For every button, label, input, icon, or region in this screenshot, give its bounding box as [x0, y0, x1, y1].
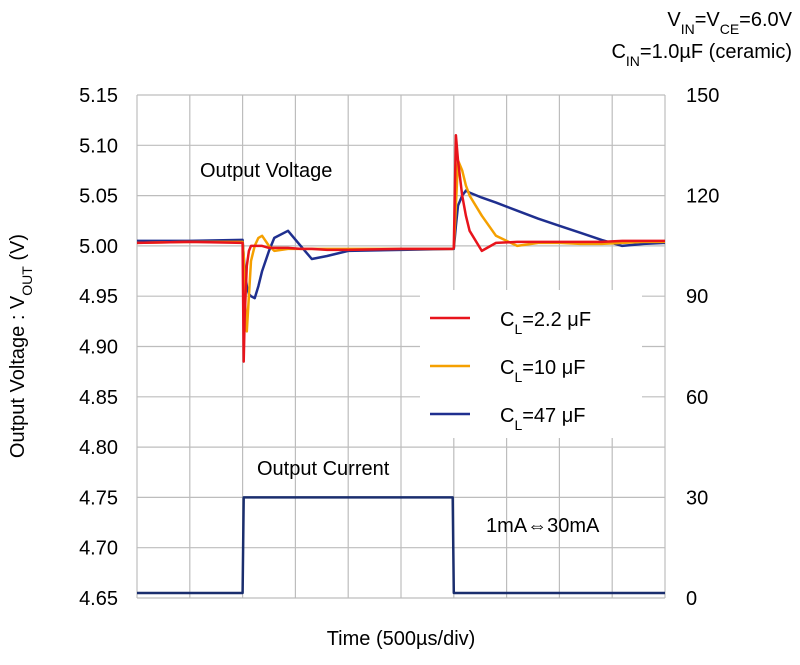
y2-tick-label: 150 [686, 85, 719, 107]
condition-text-part: CE [720, 21, 739, 37]
y-tick-label: 5.00 [79, 236, 118, 258]
y2-tick-label: 90 [686, 286, 708, 308]
y-axis-title: Output Voltage : VOUT (V) [7, 234, 35, 458]
y-tick-label: 4.95 [79, 286, 118, 308]
legend-label-part: C [500, 405, 514, 427]
y-tick-label: 4.90 [79, 337, 118, 359]
annotation: Output Current [257, 458, 390, 480]
annotation: Output Voltage [200, 160, 332, 182]
legend-label-part: =2.2 μF [522, 309, 591, 331]
data-line [136, 133, 665, 363]
legend-label-part: =47 μF [522, 405, 585, 427]
y2-tick-label: 30 [686, 487, 708, 509]
y-tick-label: 5.15 [79, 85, 118, 107]
y-tick-label: 4.85 [79, 387, 118, 409]
x-axis-title: Time (500µs/div) [327, 628, 476, 650]
y-tick-label: 5.05 [79, 186, 118, 208]
y-axis-title-part: OUT [19, 266, 35, 296]
y2-tick-label: 0 [686, 588, 697, 610]
legend-label-part: L [514, 369, 522, 385]
legend-label: CL=10 μF [500, 357, 585, 385]
y2-tick-label: 120 [686, 186, 719, 208]
legend-label: CL=47 μF [500, 405, 585, 433]
legend-label-part: L [514, 321, 522, 337]
condition-text-part: V [667, 9, 681, 31]
y-tick-label: 4.75 [79, 487, 118, 509]
legend-label-part: =10 μF [522, 357, 585, 379]
y-tick-label: 4.70 [79, 538, 118, 560]
annotation: 1mA⇔30mA [486, 515, 600, 537]
legend-label-part: L [514, 417, 522, 433]
y-axis-title-part: Output Voltage : V [7, 295, 29, 458]
legend-label: CL=2.2 μF [500, 309, 591, 337]
condition-text-part: =1.0µF (ceramic) [640, 41, 792, 63]
data-line [137, 496, 665, 595]
condition-text-part: C [611, 41, 625, 63]
y-axis-title-part: (V) [7, 234, 29, 266]
condition-text: CIN=1.0µF (ceramic) [611, 41, 792, 69]
condition-text: VIN=VCE=6.0V [667, 9, 792, 37]
condition-text-part: =6.0V [739, 9, 792, 31]
y-tick-label: 4.65 [79, 588, 118, 610]
condition-text-part: IN [681, 21, 695, 37]
y-tick-label: 5.10 [79, 135, 118, 157]
condition-text-part: =V [695, 9, 721, 31]
legend-label-part: C [500, 309, 514, 331]
condition-text-part: IN [626, 53, 640, 69]
y2-tick-label: 60 [686, 387, 708, 409]
legend-label-part: C [500, 357, 514, 379]
y-tick-label: 4.80 [79, 437, 118, 459]
